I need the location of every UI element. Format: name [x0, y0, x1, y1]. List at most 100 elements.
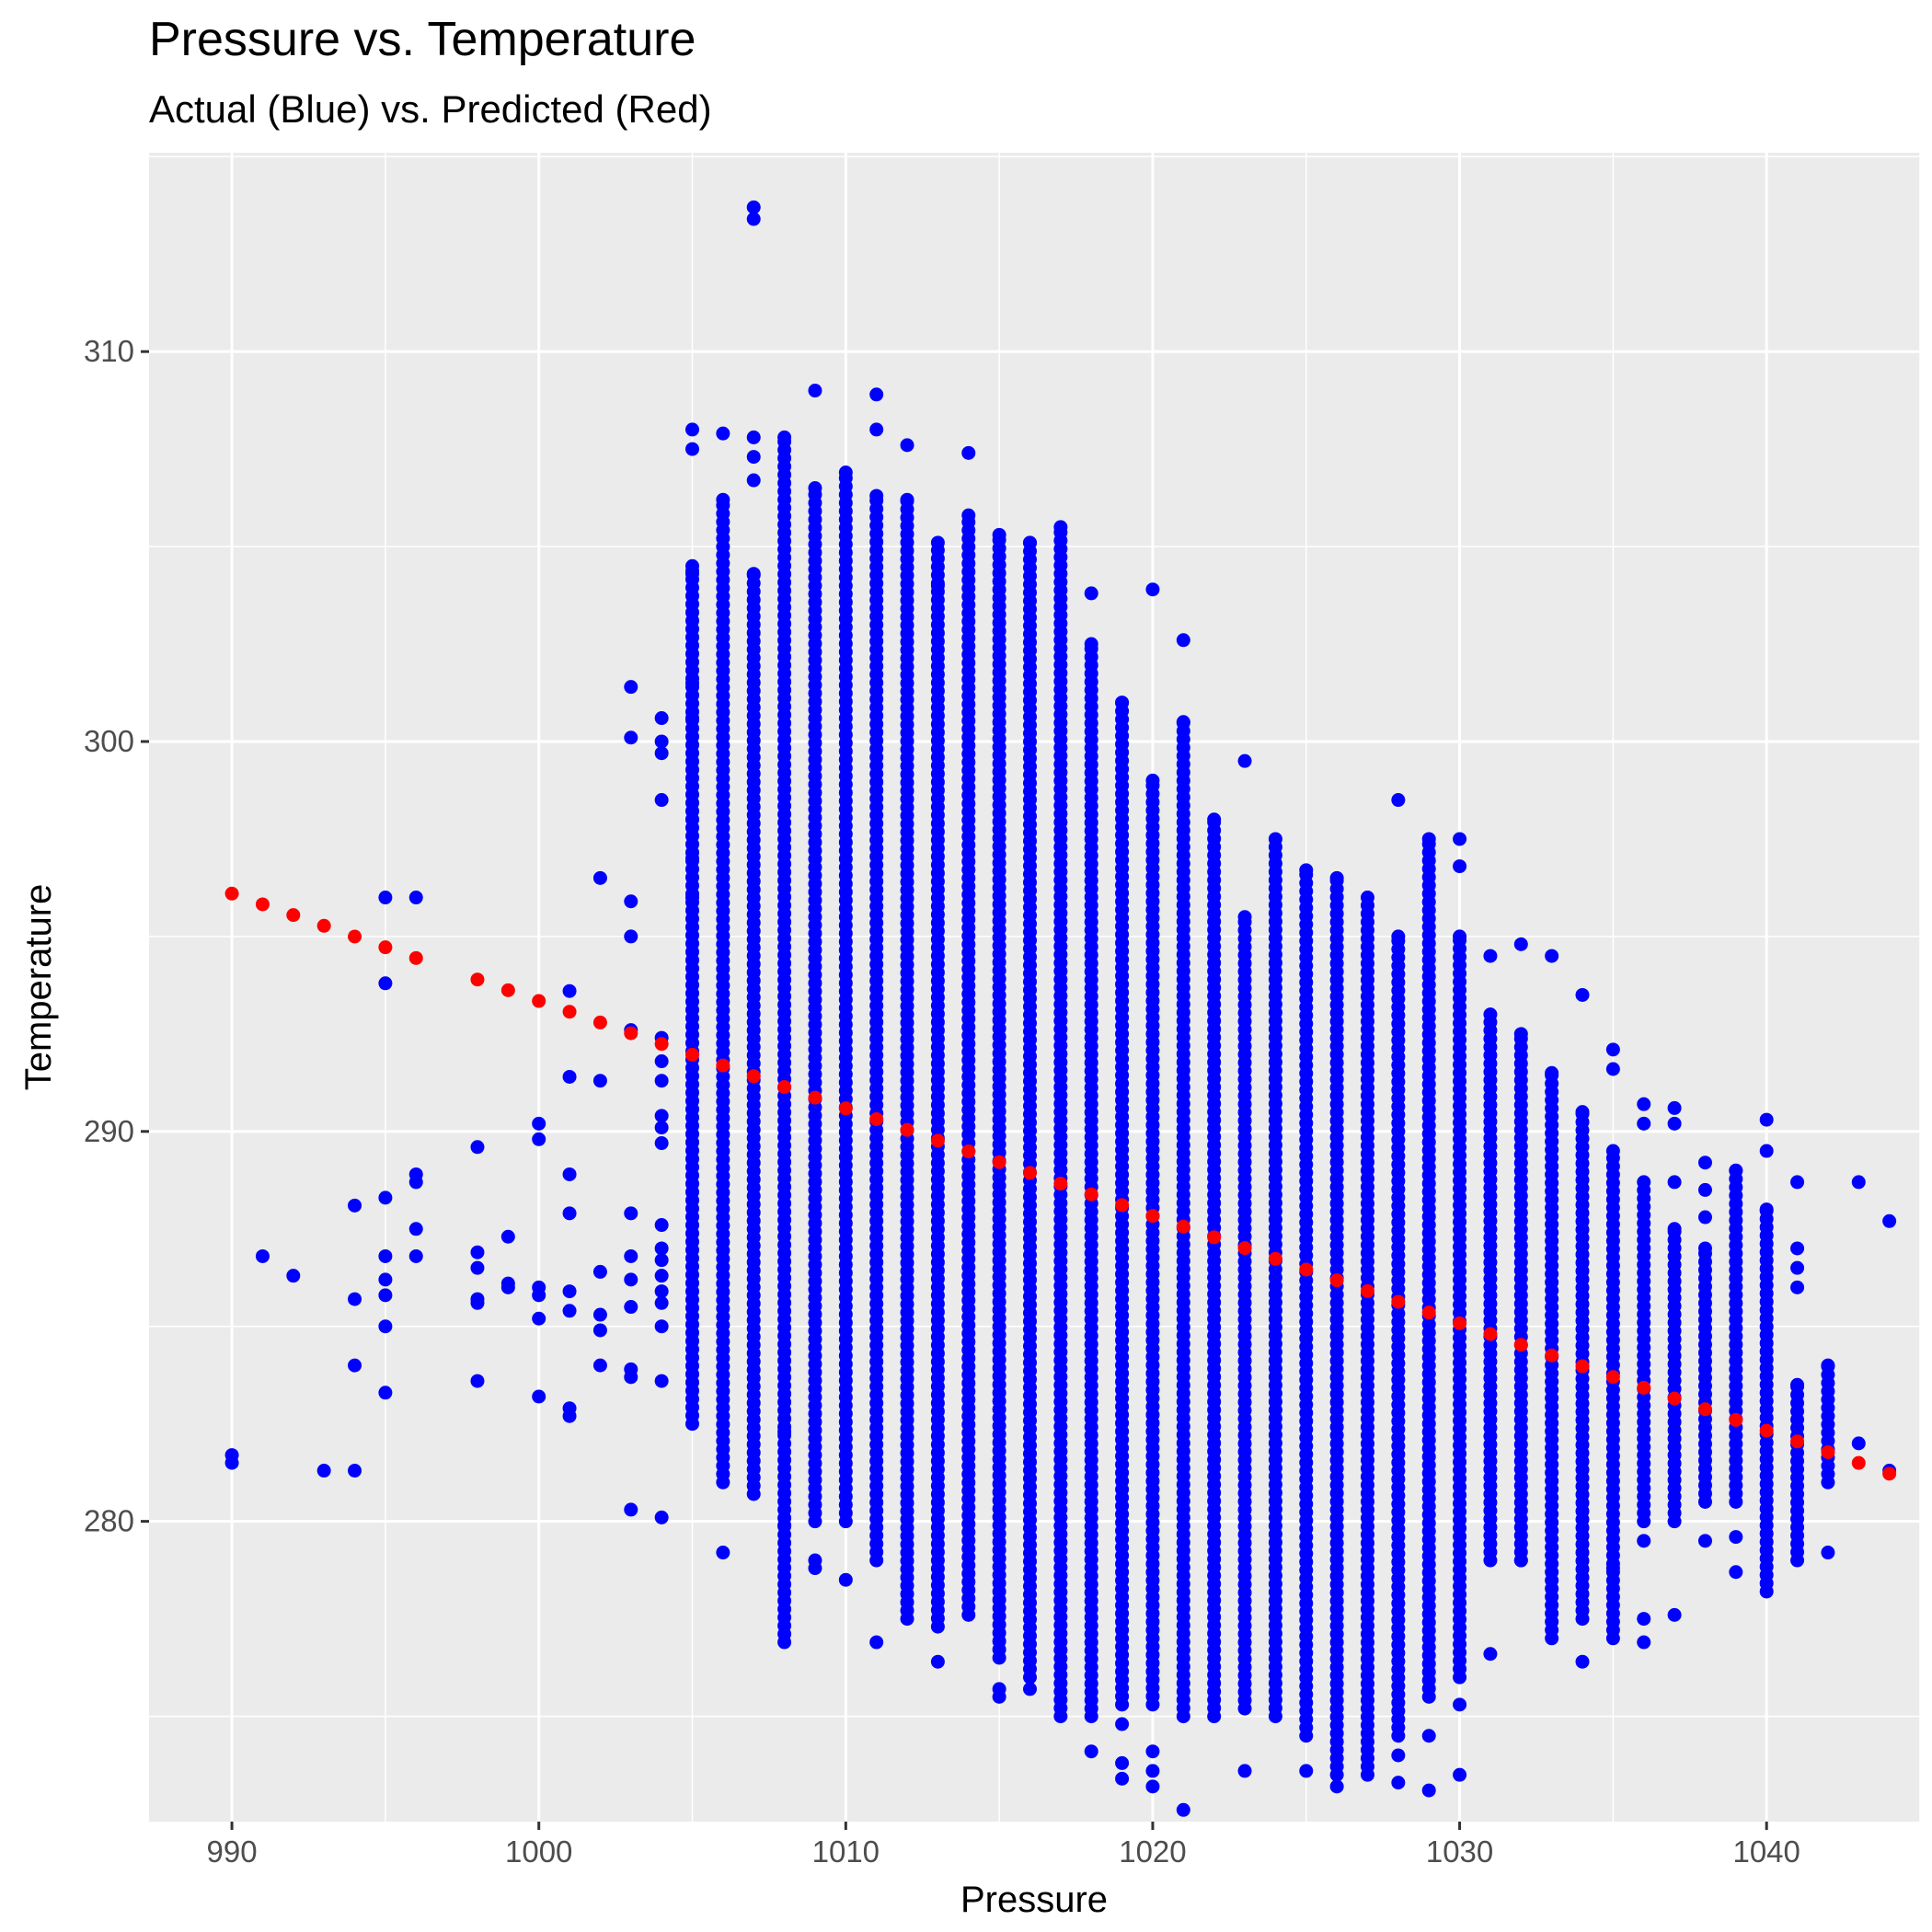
- predicted-point: [1084, 1187, 1098, 1202]
- predicted-point: [1575, 1359, 1590, 1374]
- predicted-point: [1790, 1434, 1805, 1449]
- actual-point: [1084, 586, 1098, 601]
- actual-point: [532, 1280, 546, 1294]
- predicted-point: [1421, 1305, 1436, 1320]
- actual-point: [1545, 949, 1559, 963]
- actual-point: [1237, 910, 1252, 925]
- actual-point: [1176, 1802, 1190, 1817]
- x-tick-label: 990: [207, 1834, 258, 1869]
- actual-point: [1729, 1530, 1743, 1545]
- actual-point: [1790, 1241, 1805, 1256]
- actual-point: [562, 1401, 577, 1416]
- actual-point: [992, 527, 1006, 542]
- actual-point: [1483, 1007, 1498, 1022]
- actual-point: [1115, 1755, 1130, 1770]
- predicted-point: [1237, 1241, 1252, 1256]
- predicted-point: [1268, 1251, 1282, 1266]
- actual-point: [1022, 535, 1037, 550]
- actual-point: [869, 489, 884, 503]
- actual-point: [654, 1374, 669, 1388]
- y-tick-label: 300: [84, 724, 134, 758]
- y-tick-label: 290: [84, 1114, 134, 1148]
- actual-point: [1605, 1042, 1620, 1057]
- predicted-point: [592, 1015, 607, 1029]
- predicted-point: [746, 1069, 761, 1084]
- chart-subtitle: Actual (Blue) vs. Predicted (Red): [149, 87, 712, 131]
- predicted-point: [378, 940, 393, 955]
- actual-point: [532, 1389, 546, 1404]
- actual-point: [470, 1245, 485, 1259]
- actual-point: [1453, 1697, 1467, 1712]
- actual-point: [532, 1132, 546, 1146]
- y-tick-label: 280: [84, 1504, 134, 1538]
- predicted-point: [1545, 1348, 1559, 1363]
- actual-point: [348, 1292, 362, 1306]
- actual-point: [378, 1248, 393, 1263]
- actual-point: [562, 1167, 577, 1181]
- actual-point: [1421, 1729, 1436, 1743]
- predicted-point: [1667, 1391, 1682, 1406]
- actual-point: [378, 1288, 393, 1303]
- actual-point: [1299, 863, 1314, 878]
- actual-point: [808, 384, 822, 398]
- actual-point: [1145, 1744, 1160, 1759]
- actual-point: [624, 1300, 638, 1315]
- predicted-point: [992, 1155, 1006, 1169]
- actual-point: [1637, 1635, 1651, 1650]
- chart-title: Pressure vs. Temperature: [149, 13, 696, 66]
- actual-point: [992, 1682, 1006, 1696]
- actual-point: [378, 1190, 393, 1205]
- actual-point: [1729, 1163, 1743, 1178]
- actual-point: [592, 870, 607, 885]
- actual-point: [746, 450, 761, 465]
- predicted-point: [624, 1026, 638, 1041]
- actual-point: [1329, 870, 1344, 885]
- actual-point: [1176, 633, 1190, 648]
- actual-point: [1145, 1779, 1160, 1794]
- predicted-point: [1759, 1423, 1774, 1438]
- actual-point: [1759, 1112, 1774, 1127]
- actual-point: [255, 1248, 270, 1263]
- actual-point: [1759, 1144, 1774, 1158]
- predicted-point: [654, 1037, 669, 1052]
- actual-point: [838, 466, 853, 480]
- predicted-point: [1391, 1294, 1406, 1309]
- actual-point: [1697, 1156, 1712, 1170]
- actual-point: [1667, 1607, 1682, 1622]
- actual-point: [930, 535, 945, 550]
- actual-point: [348, 1464, 362, 1478]
- actual-point: [1575, 1105, 1590, 1120]
- actual-point: [654, 1241, 669, 1256]
- x-tick-label: 1040: [1732, 1834, 1800, 1869]
- actual-point: [562, 1206, 577, 1221]
- x-tick-label: 1020: [1119, 1834, 1186, 1869]
- actual-point: [532, 1311, 546, 1326]
- actual-point: [1637, 1116, 1651, 1131]
- predicted-point: [1053, 1177, 1068, 1191]
- actual-point: [808, 480, 822, 495]
- actual-point: [1453, 1767, 1467, 1782]
- actual-point: [500, 1276, 515, 1291]
- actual-point: [654, 1295, 669, 1310]
- actual-point: [624, 1502, 638, 1517]
- actual-point: [592, 1307, 607, 1322]
- predicted-point: [1022, 1166, 1037, 1180]
- x-tick-label: 1030: [1426, 1834, 1493, 1869]
- actual-point: [592, 1264, 607, 1279]
- actual-point: [1851, 1175, 1866, 1190]
- actual-point: [1084, 1744, 1098, 1759]
- actual-point: [1821, 1546, 1835, 1560]
- predicted-point: [1299, 1262, 1314, 1277]
- actual-point: [654, 1319, 669, 1334]
- actual-point: [1237, 753, 1252, 768]
- predicted-point: [777, 1079, 792, 1094]
- actual-point: [1299, 1764, 1314, 1778]
- actual-point: [562, 1069, 577, 1084]
- actual-point: [1268, 832, 1282, 846]
- actual-point: [348, 1198, 362, 1213]
- actual-point: [746, 567, 761, 581]
- predicted-point: [1207, 1230, 1222, 1245]
- actual-point: [624, 1362, 638, 1376]
- predicted-point: [532, 994, 546, 1008]
- x-tick-label: 1010: [812, 1834, 880, 1869]
